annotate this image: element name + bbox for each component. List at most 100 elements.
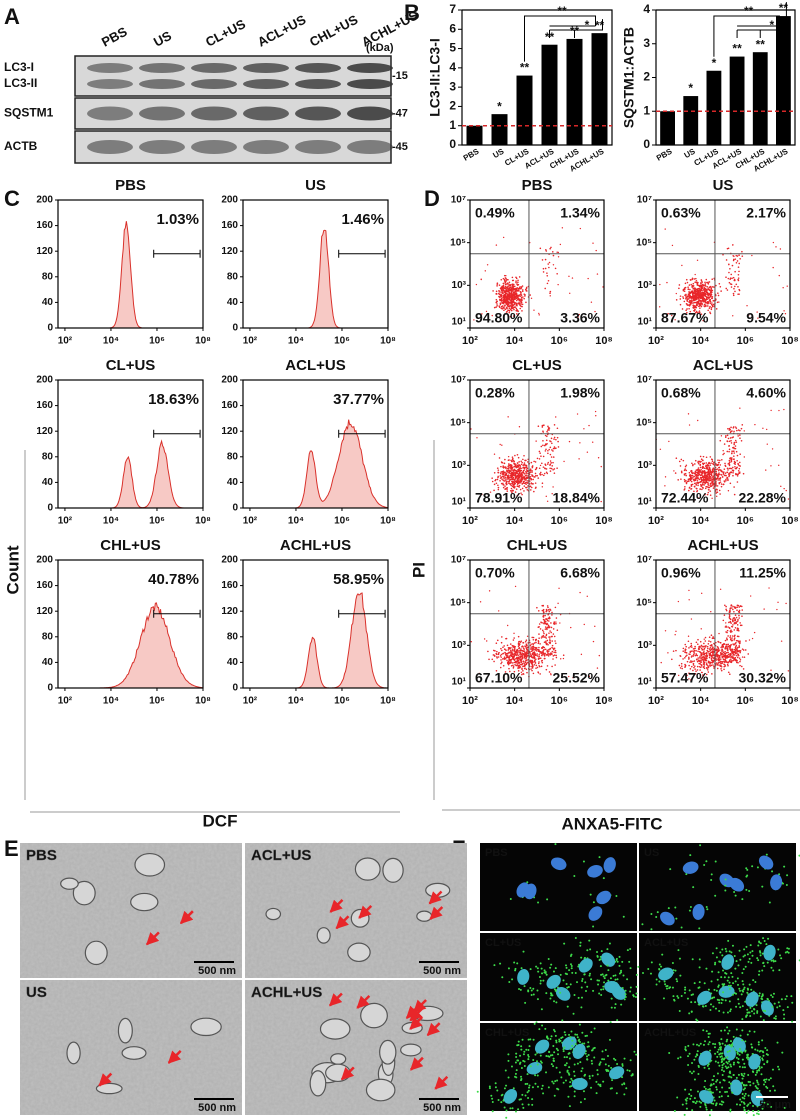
green-puncta bbox=[710, 878, 713, 881]
dot bbox=[700, 458, 703, 461]
dot bbox=[705, 471, 708, 474]
dot bbox=[723, 443, 726, 445]
quadrant-percent: 9.54% bbox=[746, 310, 786, 326]
dot bbox=[726, 477, 728, 479]
dot bbox=[515, 293, 517, 295]
dot bbox=[701, 303, 703, 306]
blot-row-label: SQSTM1 bbox=[4, 106, 54, 120]
dot bbox=[720, 646, 722, 649]
dot bbox=[543, 653, 545, 655]
dot bbox=[706, 493, 709, 496]
dot bbox=[699, 464, 702, 467]
dot bbox=[729, 467, 732, 470]
dot bbox=[546, 463, 549, 465]
green-puncta bbox=[666, 984, 669, 987]
dot bbox=[717, 646, 719, 649]
dot bbox=[545, 495, 547, 498]
dot bbox=[694, 665, 696, 667]
dot bbox=[525, 469, 528, 471]
dot bbox=[732, 294, 735, 297]
green-puncta bbox=[743, 986, 746, 989]
dot bbox=[739, 651, 741, 654]
dot bbox=[704, 659, 707, 662]
dot bbox=[513, 308, 515, 311]
dot bbox=[785, 489, 787, 492]
dot bbox=[715, 654, 717, 657]
dot bbox=[505, 293, 507, 295]
dot bbox=[517, 670, 520, 672]
dot bbox=[512, 296, 514, 298]
green-puncta bbox=[514, 967, 517, 970]
dot bbox=[492, 649, 495, 652]
green-puncta bbox=[592, 925, 595, 928]
dot bbox=[733, 648, 736, 651]
plot-title: ACL+US bbox=[693, 357, 753, 374]
dot bbox=[741, 656, 744, 658]
image-label: US bbox=[26, 984, 47, 1001]
green-puncta bbox=[602, 988, 605, 991]
dot bbox=[787, 670, 790, 672]
dot bbox=[729, 437, 732, 439]
dot bbox=[719, 664, 722, 667]
y-tick-label: 10³ bbox=[638, 640, 653, 651]
dot bbox=[501, 658, 504, 660]
dot bbox=[715, 284, 717, 287]
dot bbox=[701, 671, 703, 674]
dot bbox=[514, 295, 516, 298]
green-puncta bbox=[765, 853, 768, 856]
dot bbox=[689, 303, 692, 306]
green-puncta bbox=[598, 979, 601, 982]
dot bbox=[697, 650, 699, 653]
green-puncta bbox=[676, 995, 679, 998]
y-tick-label: 6 bbox=[449, 21, 456, 35]
dot bbox=[702, 459, 704, 462]
dot bbox=[516, 462, 519, 464]
dot bbox=[531, 471, 533, 473]
dot bbox=[706, 664, 709, 666]
dot bbox=[526, 646, 529, 649]
dot bbox=[731, 651, 734, 654]
dot bbox=[726, 648, 729, 651]
dot bbox=[553, 623, 556, 625]
significance: ** bbox=[779, 1, 789, 15]
dot bbox=[732, 466, 734, 469]
dot bbox=[491, 658, 494, 661]
green-puncta bbox=[580, 986, 583, 989]
dot bbox=[572, 676, 574, 679]
green-puncta bbox=[585, 990, 588, 993]
dot bbox=[527, 461, 529, 463]
arrow bbox=[340, 1066, 355, 1081]
dot bbox=[684, 472, 687, 475]
dot bbox=[702, 478, 705, 481]
dot bbox=[729, 635, 732, 637]
dot bbox=[511, 482, 513, 485]
x-tick-label: 10⁴ bbox=[103, 696, 119, 707]
dot bbox=[503, 280, 506, 282]
dot bbox=[734, 643, 736, 645]
dot bbox=[508, 667, 510, 670]
dot bbox=[709, 482, 712, 485]
dot bbox=[506, 488, 508, 491]
y-tick-label: 1 bbox=[449, 118, 456, 132]
dot bbox=[521, 303, 524, 306]
dot bbox=[675, 292, 677, 295]
dot bbox=[688, 291, 691, 294]
green-puncta bbox=[773, 1017, 776, 1020]
y-tick-label: 10¹ bbox=[638, 677, 653, 688]
green-puncta bbox=[737, 1002, 740, 1005]
dot bbox=[496, 478, 499, 481]
dot bbox=[713, 286, 715, 288]
dot bbox=[521, 305, 523, 308]
dot bbox=[508, 298, 511, 301]
dot bbox=[524, 661, 527, 664]
dot bbox=[548, 266, 550, 269]
dot bbox=[551, 251, 554, 253]
dot bbox=[495, 293, 498, 295]
dot bbox=[745, 640, 747, 642]
dot bbox=[727, 656, 729, 658]
dot bbox=[685, 655, 687, 658]
green-puncta bbox=[662, 997, 665, 1000]
dot bbox=[552, 461, 554, 464]
dot bbox=[711, 469, 714, 471]
dot bbox=[709, 494, 712, 496]
